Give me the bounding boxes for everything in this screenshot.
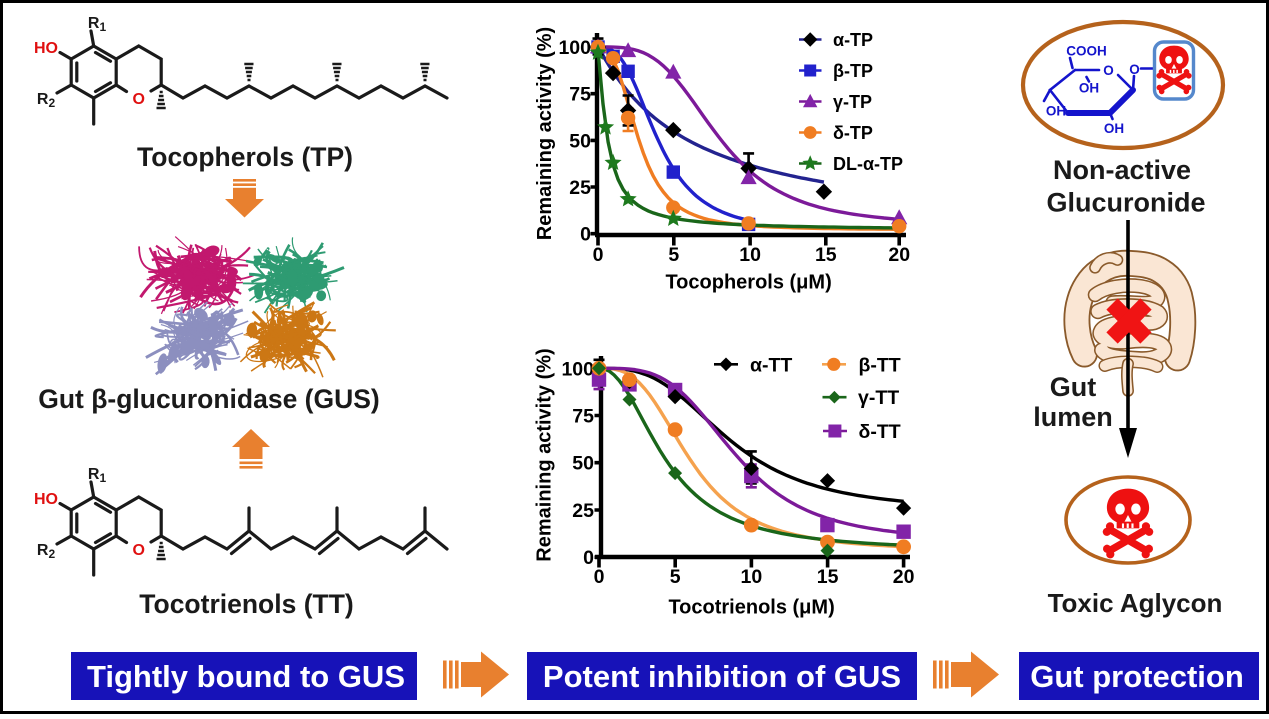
svg-text:0: 0 <box>580 224 591 246</box>
svg-text:5: 5 <box>668 244 679 266</box>
svg-text:O: O <box>1103 63 1114 78</box>
svg-text:DL-α-TP: DL-α-TP <box>833 154 903 174</box>
svg-text:O: O <box>1129 62 1140 77</box>
svg-text:100: 100 <box>561 358 594 380</box>
svg-text:O: O <box>132 542 144 559</box>
svg-text:HO: HO <box>34 491 58 508</box>
svg-text:COOH: COOH <box>1066 44 1107 59</box>
svg-text:Gut: Gut <box>1050 372 1097 402</box>
svg-text:Tocopherols (μM): Tocopherols (μM) <box>665 272 831 294</box>
svg-text:OH: OH <box>1046 104 1066 119</box>
svg-text:20: 20 <box>893 566 915 588</box>
svg-text:β-TT: β-TT <box>859 354 901 376</box>
svg-text:0: 0 <box>583 547 594 569</box>
svg-text:O: O <box>132 91 144 108</box>
svg-text:Remaining activity (%): Remaining activity (%) <box>534 27 556 240</box>
svg-text:R2: R2 <box>37 91 56 110</box>
svg-text:OH: OH <box>1104 121 1124 136</box>
svg-text:10: 10 <box>739 244 761 266</box>
svg-text:R1: R1 <box>88 466 107 485</box>
svg-text:20: 20 <box>888 244 910 266</box>
svg-text:lumen: lumen <box>1033 402 1113 432</box>
svg-text:50: 50 <box>572 453 594 475</box>
svg-text:γ-TT: γ-TT <box>858 387 899 409</box>
svg-text:R2: R2 <box>37 542 56 561</box>
svg-text:Potent inhibition of GUS: Potent inhibition of GUS <box>543 659 901 694</box>
svg-text:100: 100 <box>558 37 591 59</box>
svg-text:Tightly bound to GUS: Tightly bound to GUS <box>87 659 405 694</box>
svg-text:25: 25 <box>572 500 594 522</box>
svg-text:0: 0 <box>594 566 605 588</box>
svg-text:Remaining activity (%): Remaining activity (%) <box>534 348 556 561</box>
svg-text:Gut protection: Gut protection <box>1030 659 1244 694</box>
svg-text:Tocopherols (TP): Tocopherols (TP) <box>137 142 353 172</box>
svg-text:Tocotrienols (μM): Tocotrienols (μM) <box>668 597 834 619</box>
svg-text:5: 5 <box>670 566 681 588</box>
svg-text:Glucuronide: Glucuronide <box>1046 188 1205 218</box>
svg-text:R1: R1 <box>88 15 107 34</box>
svg-text:10: 10 <box>741 566 763 588</box>
svg-text:75: 75 <box>569 84 591 106</box>
svg-text:β-TP: β-TP <box>833 61 873 81</box>
svg-text:75: 75 <box>572 406 594 428</box>
svg-text:γ-TP: γ-TP <box>833 92 872 112</box>
svg-text:OH: OH <box>1079 81 1099 96</box>
svg-text:Non-active: Non-active <box>1053 155 1191 185</box>
svg-text:15: 15 <box>815 244 837 266</box>
svg-text:α-TP: α-TP <box>833 30 873 50</box>
svg-text:50: 50 <box>569 130 591 152</box>
svg-text:δ-TP: δ-TP <box>833 123 873 143</box>
svg-text:0: 0 <box>593 244 604 266</box>
svg-text:Tocotrienols (TT): Tocotrienols (TT) <box>139 589 353 619</box>
svg-text:25: 25 <box>569 177 591 199</box>
svg-text:α-TT: α-TT <box>750 354 792 376</box>
svg-text:HO: HO <box>34 40 58 57</box>
svg-text:δ-TT: δ-TT <box>859 421 901 443</box>
svg-text:Gut β-glucuronidase (GUS): Gut β-glucuronidase (GUS) <box>38 384 380 414</box>
svg-text:Toxic Aglycon: Toxic Aglycon <box>1048 588 1223 618</box>
svg-text:15: 15 <box>817 566 839 588</box>
